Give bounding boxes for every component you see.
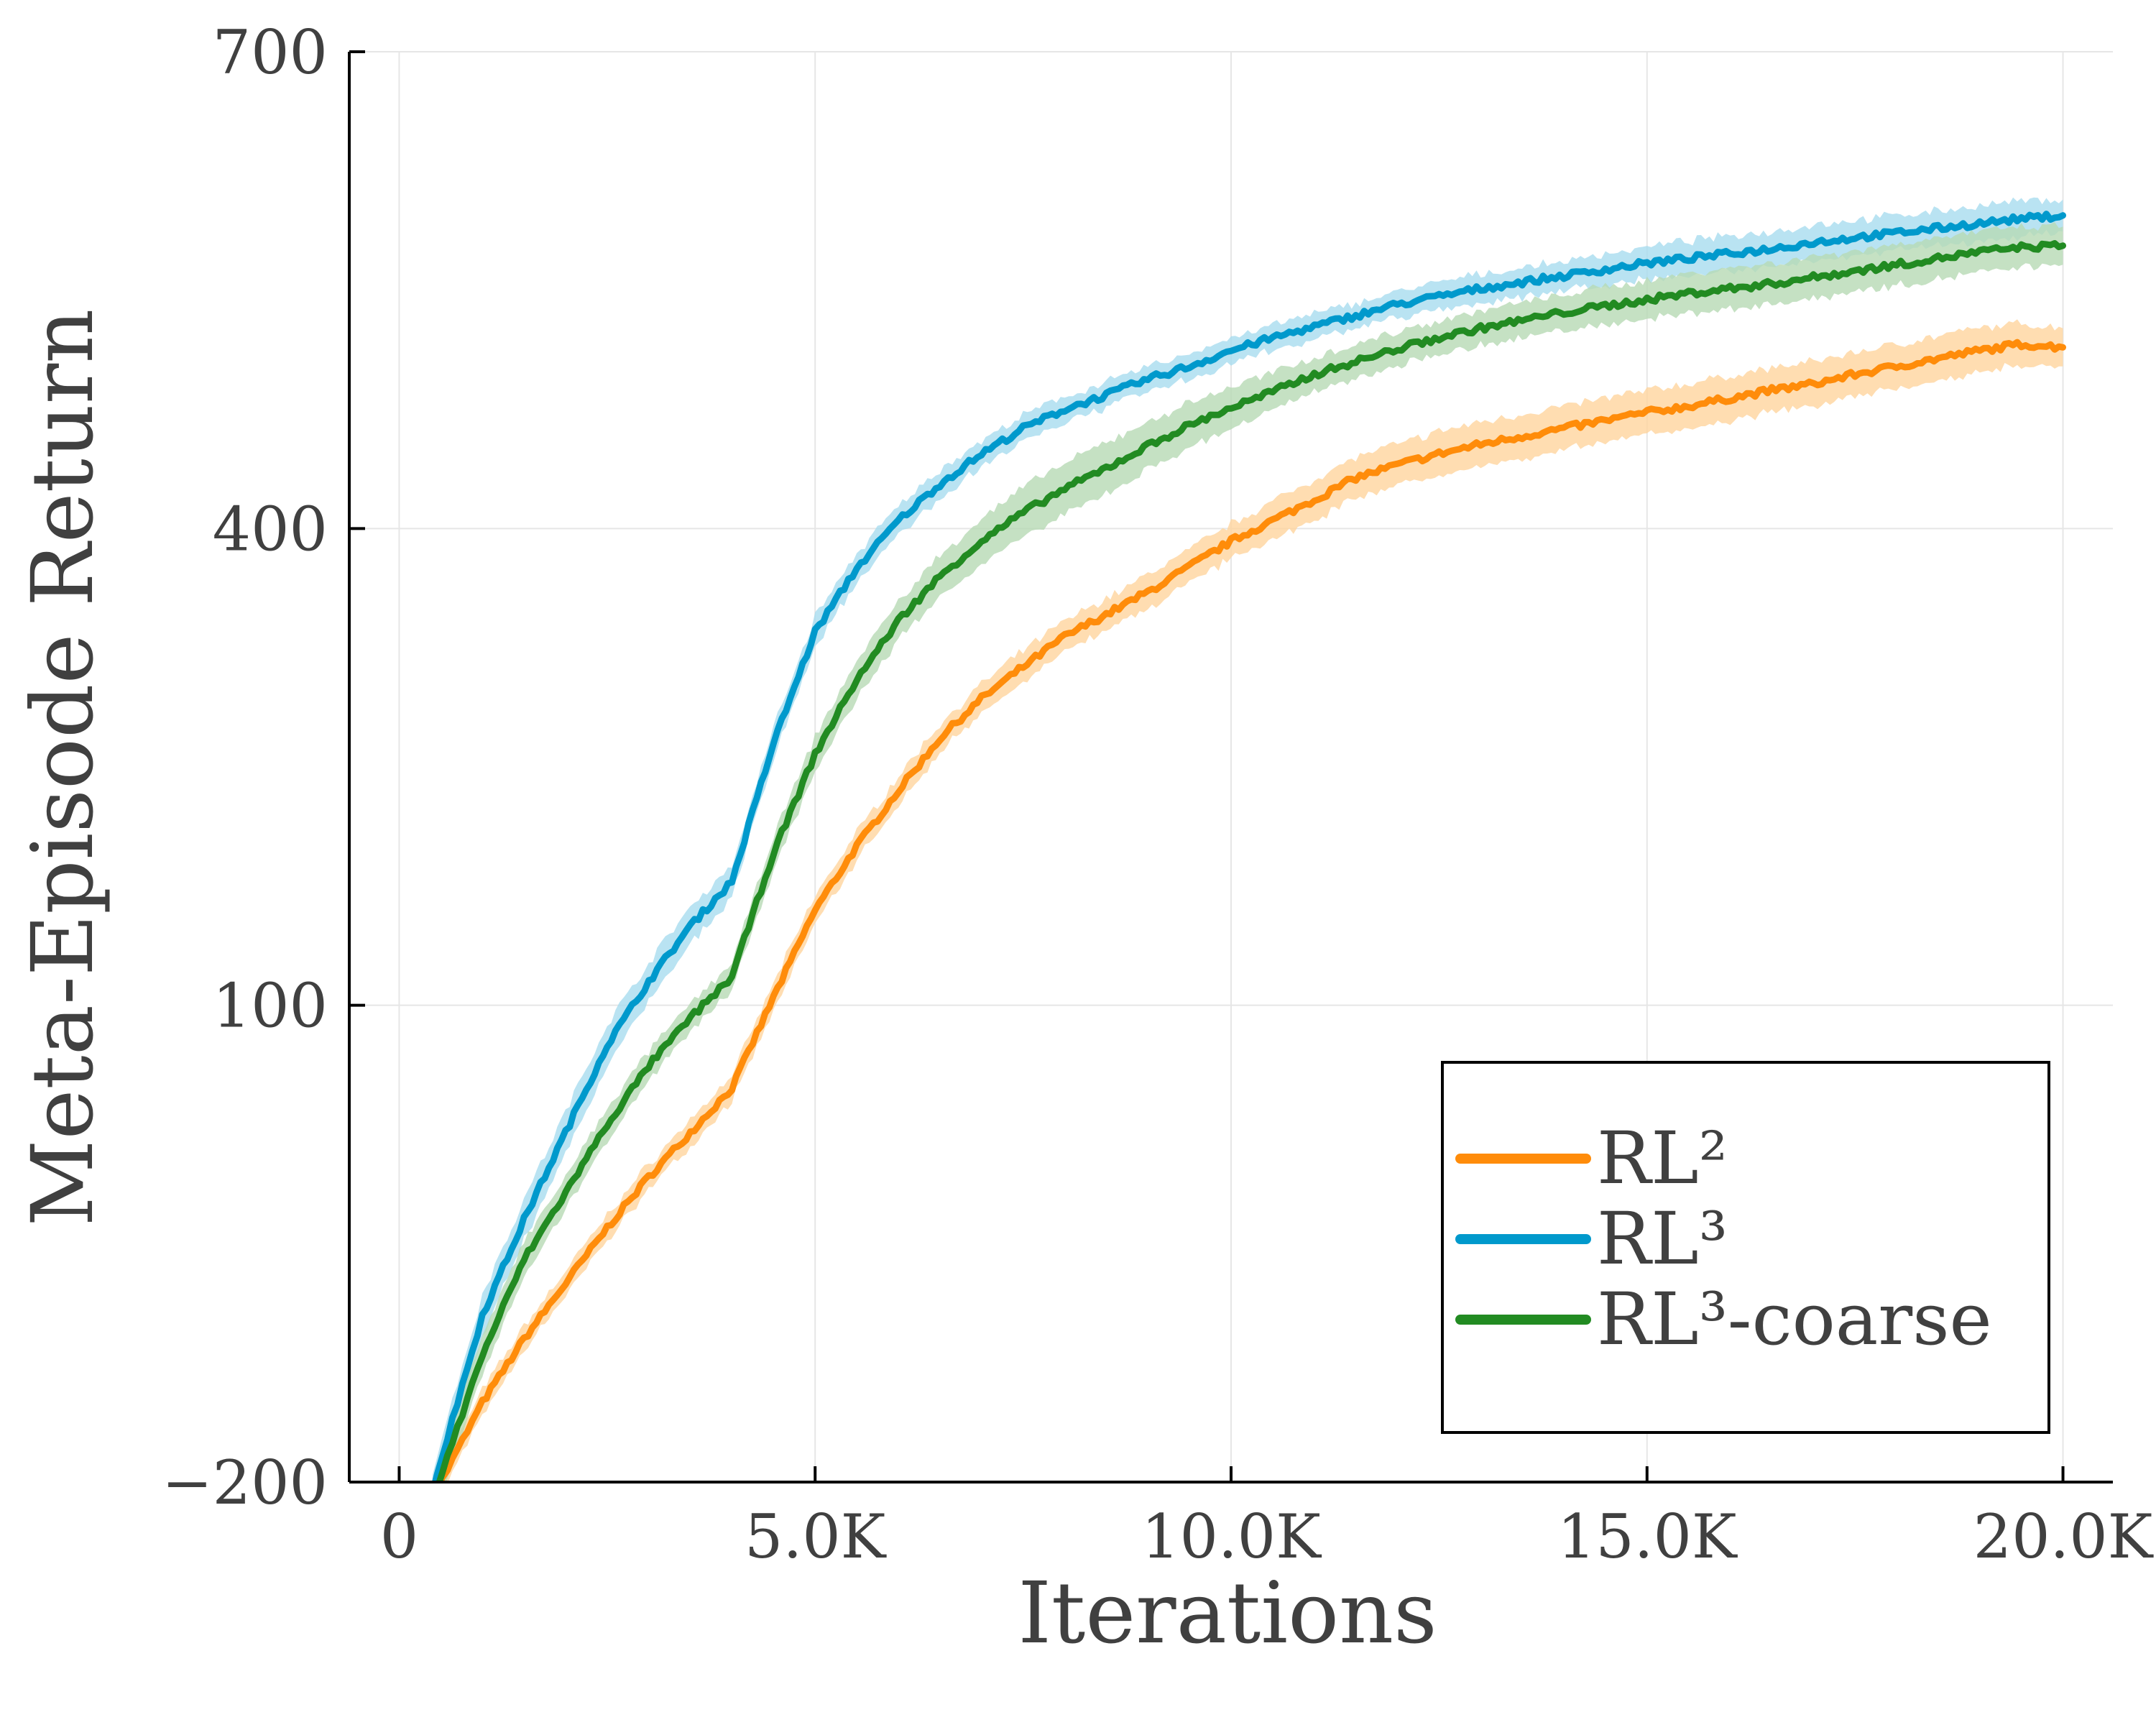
legend-label: RL² xyxy=(1597,1116,1728,1200)
series-line-rl3 xyxy=(431,211,2066,1482)
series-line-rl2 xyxy=(437,339,2066,1482)
x-tick-label: 10.0K xyxy=(1141,1501,1322,1572)
y-tick-label: 400 xyxy=(213,494,328,564)
x-tick-label: 5.0K xyxy=(745,1501,888,1572)
tick-labels: 0 5.0K 10.0K 15.0K 20.0K −200 100 400 700 xyxy=(162,17,2154,1572)
y-axis-title: Meta-Episode Return xyxy=(13,309,112,1227)
series-line-rl3-coarse xyxy=(436,240,2066,1482)
y-tick-label: −200 xyxy=(162,1448,328,1518)
legend-label: RL³ xyxy=(1597,1197,1728,1281)
legend-label: RL³-coarse xyxy=(1597,1277,1992,1361)
x-tick-label: 15.0K xyxy=(1557,1501,1738,1572)
y-tick-label: 100 xyxy=(213,971,328,1041)
x-axis-title: Iterations xyxy=(1018,1563,1437,1662)
x-tick-label: 20.0K xyxy=(1973,1501,2155,1572)
y-tick-label: 700 xyxy=(213,17,328,88)
axes xyxy=(348,50,2113,1484)
x-tick-label: 0 xyxy=(380,1501,418,1572)
series-lines xyxy=(431,211,2066,1482)
legend-box xyxy=(1441,1061,2050,1434)
